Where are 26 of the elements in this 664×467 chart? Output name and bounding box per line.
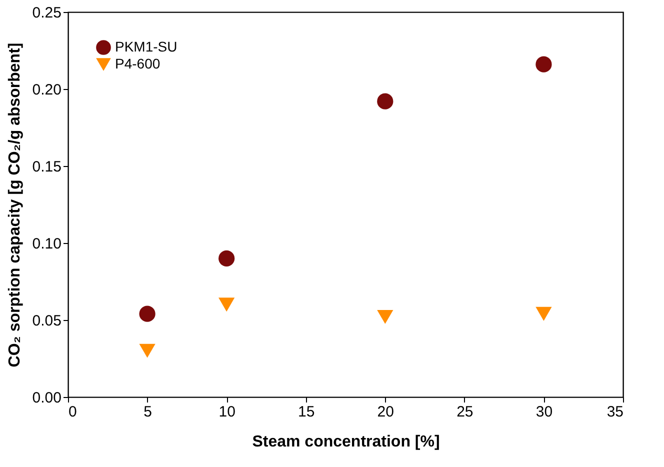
point — [139, 306, 156, 322]
y-tick-label: 0.05 — [32, 312, 62, 330]
y-tick-label: 0.25 — [32, 4, 62, 22]
y-tick-label: 0.20 — [32, 82, 62, 98]
point — [536, 306, 552, 321]
y-tick-label: 0.15 — [32, 158, 62, 176]
x-tick-label: 30 — [536, 404, 553, 420]
x-tick-label: 5 — [144, 404, 152, 420]
y-axis-title: CO₂ sorption capacity [g CO₂/g absorbent] — [6, 42, 24, 368]
legend-label: P4-600 — [115, 56, 160, 72]
point — [218, 298, 235, 312]
x-axis-title: Steam concentration [%] — [252, 434, 440, 450]
point — [377, 310, 394, 324]
point — [377, 93, 394, 110]
x-tick-label: 10 — [218, 404, 236, 420]
y-tick-label: 0.10 — [32, 236, 62, 252]
x-tick-label: 25 — [456, 404, 474, 420]
legend-label: PKM1-SU — [115, 38, 178, 54]
x-tick-label: 15 — [298, 404, 315, 420]
x-tick-label: 20 — [377, 404, 394, 420]
x-tick-label: 35 — [606, 404, 624, 420]
point — [139, 344, 156, 358]
x-tick-label: 0 — [68, 404, 77, 420]
point — [218, 250, 235, 266]
point — [536, 56, 552, 72]
y-tick-label: 0.00 — [32, 390, 62, 406]
